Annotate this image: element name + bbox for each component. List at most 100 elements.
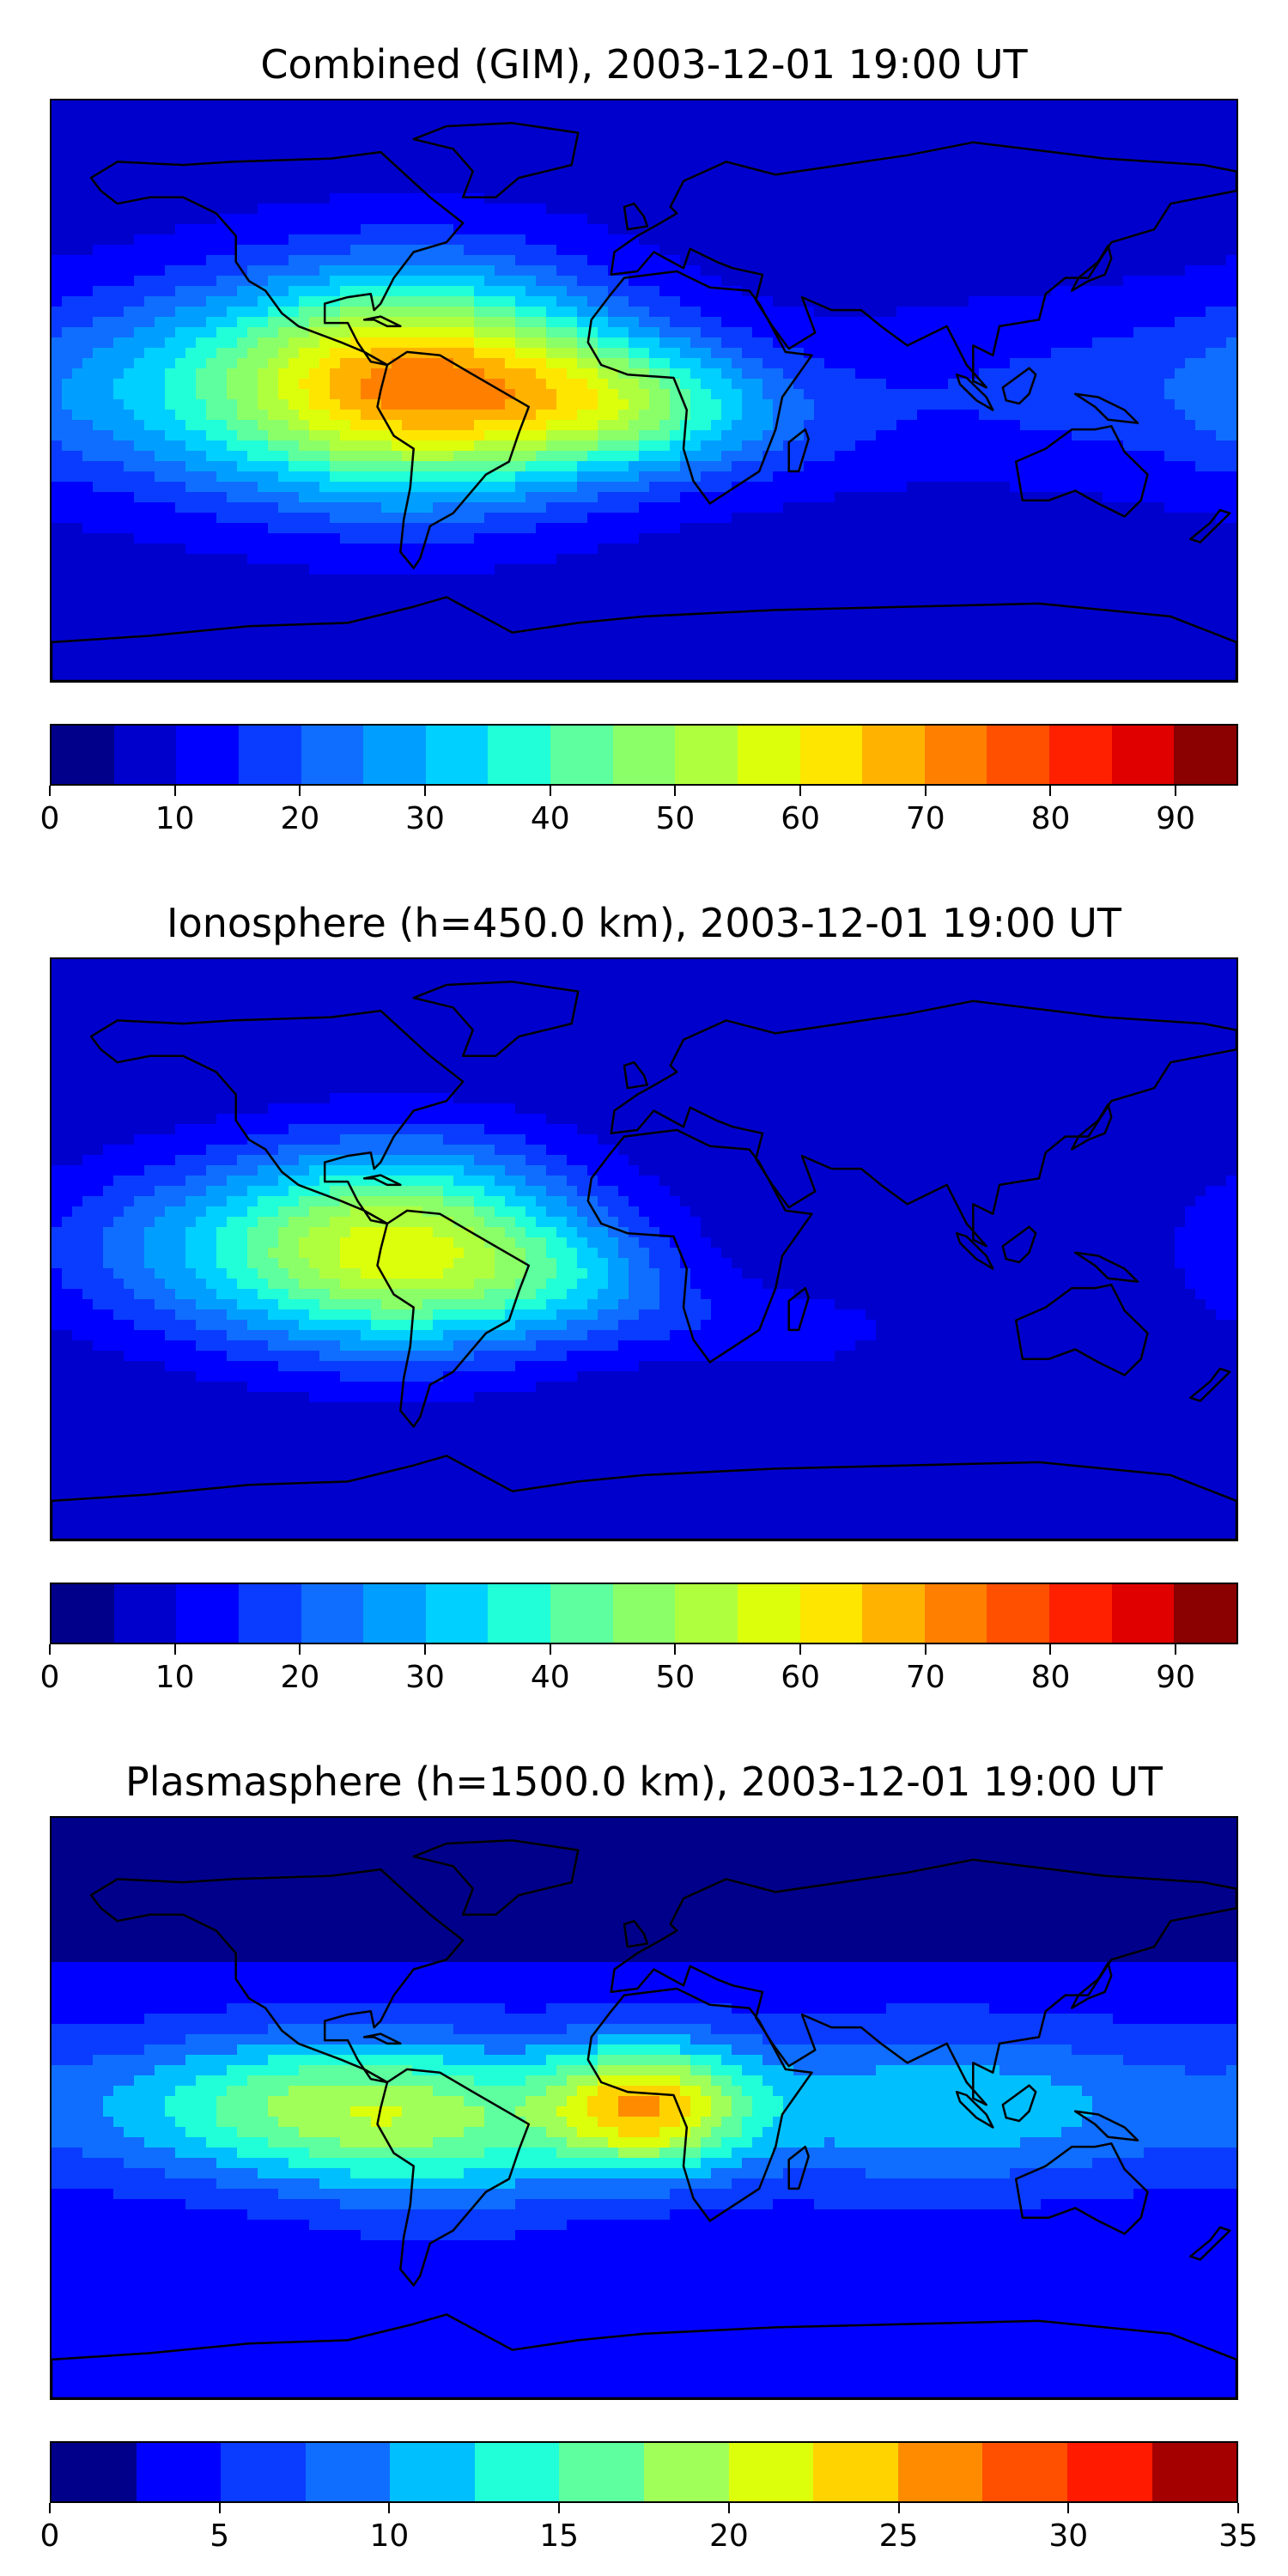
tec-cell xyxy=(1113,255,1124,266)
tec-cell xyxy=(762,379,774,390)
tec-cell xyxy=(268,204,279,215)
tec-cell xyxy=(1175,265,1186,276)
tec-cell xyxy=(113,286,125,297)
tec-cell xyxy=(680,482,691,493)
tec-cell xyxy=(773,513,784,524)
tec-cell xyxy=(165,214,176,225)
tec-cell xyxy=(1154,379,1165,390)
tec-cell xyxy=(412,513,423,524)
tec-cell xyxy=(948,317,959,328)
tec-cell xyxy=(711,471,722,483)
tec-cell xyxy=(629,245,640,256)
tec-cell xyxy=(289,440,300,452)
tec-cell xyxy=(948,183,959,194)
tec-cell xyxy=(103,492,114,503)
tec-cell xyxy=(474,193,485,204)
tec-cell xyxy=(237,410,248,421)
tec-cell xyxy=(1144,286,1155,297)
tec-cell xyxy=(670,337,681,349)
tec-cell xyxy=(1133,440,1145,452)
tec-cell xyxy=(1041,286,1052,297)
tec-cell xyxy=(1206,100,1217,112)
tec-cell xyxy=(752,533,763,544)
tec-cell xyxy=(268,131,279,143)
tec-cell xyxy=(402,121,413,132)
tec-cell xyxy=(1133,234,1145,246)
tec-cell xyxy=(1072,471,1083,483)
tec-cell xyxy=(1103,286,1114,297)
tec-cell xyxy=(907,224,918,235)
tec-cell xyxy=(989,245,1000,256)
tec-cell xyxy=(309,214,320,225)
tec-cell xyxy=(299,471,310,483)
tec-cell xyxy=(1226,368,1236,380)
tec-cell xyxy=(608,482,619,493)
tec-cell xyxy=(876,142,887,153)
tec-cell xyxy=(278,234,289,246)
tec-cell xyxy=(422,234,434,246)
tec-cell xyxy=(175,111,186,122)
tec-cell xyxy=(721,502,732,513)
tec-cell xyxy=(855,451,866,462)
tec-cell xyxy=(1164,111,1176,122)
tec-cell xyxy=(82,286,94,297)
tec-cell xyxy=(165,451,176,462)
tec-cell xyxy=(721,276,732,287)
tec-cell xyxy=(701,523,712,534)
tec-cell xyxy=(113,492,125,503)
tec-cell xyxy=(1133,183,1145,194)
tec-cell xyxy=(1030,183,1042,194)
tec-cell xyxy=(206,471,217,483)
tec-cell xyxy=(886,286,897,297)
tec-cell xyxy=(814,471,825,483)
tec-cell xyxy=(155,265,166,276)
tec-cell xyxy=(989,502,1000,513)
tec-cell xyxy=(237,471,248,483)
tec-cell xyxy=(515,492,526,503)
tec-cell xyxy=(948,111,959,122)
tec-cell xyxy=(453,193,465,204)
tec-cell xyxy=(82,348,94,359)
tec-cell xyxy=(598,193,609,204)
tec-cell xyxy=(608,358,619,369)
tec-cell xyxy=(319,358,331,369)
tec-cell xyxy=(484,451,495,462)
tec-cell xyxy=(824,204,835,215)
tec-cell xyxy=(433,317,444,328)
tec-cell xyxy=(855,348,866,359)
tec-cell xyxy=(196,410,207,421)
tec-cell xyxy=(598,296,609,307)
tec-cell xyxy=(113,368,125,380)
tec-cell xyxy=(1175,255,1186,266)
tec-cell xyxy=(72,379,83,390)
tec-cell xyxy=(1051,410,1062,421)
tec-cell xyxy=(1103,399,1114,410)
tec-cell xyxy=(742,533,753,544)
tec-cell xyxy=(247,430,258,441)
tec-cell xyxy=(422,214,434,225)
tec-cell xyxy=(422,410,434,421)
tec-cell xyxy=(422,173,434,184)
tec-cell xyxy=(690,121,702,132)
tec-cell xyxy=(1164,533,1176,544)
tec-cell xyxy=(618,523,629,534)
tec-cell xyxy=(93,286,104,297)
tec-cell xyxy=(227,368,238,380)
tec-cell xyxy=(999,224,1011,235)
tec-cell xyxy=(824,379,835,390)
tec-cell xyxy=(526,214,537,225)
tec-cell xyxy=(1092,410,1103,421)
tec-cell xyxy=(103,420,114,431)
tec-cell xyxy=(381,492,392,503)
tec-cell xyxy=(402,111,413,122)
tec-cell xyxy=(1164,523,1176,534)
tec-cell xyxy=(1051,265,1062,276)
tec-cell xyxy=(927,379,939,390)
tec-cell xyxy=(278,100,289,112)
tec-cell xyxy=(82,533,94,544)
tec-cell xyxy=(783,410,794,421)
tec-cell xyxy=(82,234,94,246)
tec-cell xyxy=(309,255,320,266)
tec-cell xyxy=(546,265,557,276)
tec-cell xyxy=(196,183,207,194)
